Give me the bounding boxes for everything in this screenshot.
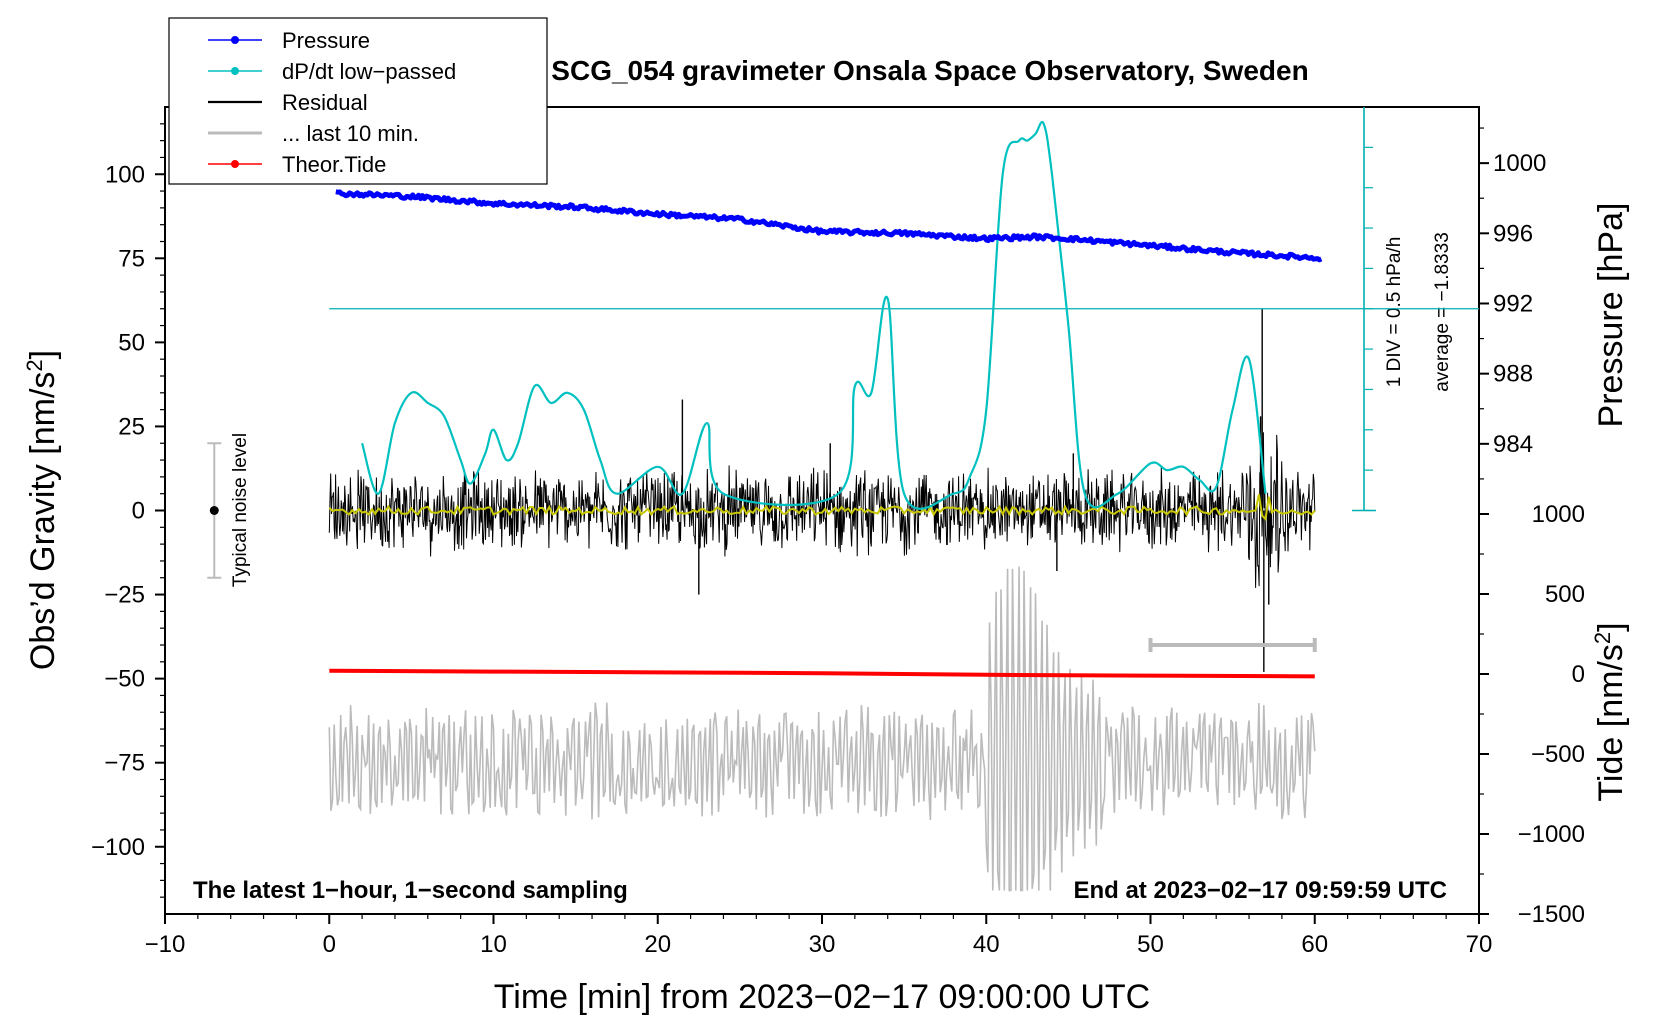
y-tick-label: −100 bbox=[91, 834, 145, 861]
legend-label: ... last 10 min. bbox=[282, 121, 419, 146]
y-tick-label: −75 bbox=[104, 750, 145, 777]
x-tick-label: 50 bbox=[1137, 931, 1164, 958]
y-tick-label: 0 bbox=[132, 498, 145, 525]
series-layer bbox=[328, 107, 1479, 892]
pressure-tick-label: 996 bbox=[1493, 220, 1533, 247]
y-tick-label: −50 bbox=[104, 666, 145, 693]
x-tick-label: 10 bbox=[480, 931, 507, 958]
axes-layer: −10 0 10 20 30 40 50 60 701007550250−25−50−75−10… bbox=[91, 123, 1585, 958]
x-tick-label: 70 bbox=[1466, 931, 1493, 958]
y-tick-label: 100 bbox=[105, 161, 145, 188]
corner-left-label: The latest 1−hour, 1−second sampling bbox=[193, 877, 628, 904]
tide-tick-label: 1000 bbox=[1532, 501, 1585, 528]
dpdt-lowpassed-line bbox=[361, 121, 1267, 510]
x-tick-label: 40 bbox=[973, 931, 1000, 958]
x-axis-title: Time [min] from 2023−02−17 09:00:00 UTC bbox=[494, 978, 1150, 1016]
pressure-line bbox=[335, 189, 1323, 263]
pressure-tick-label: 988 bbox=[1493, 361, 1533, 388]
corner-right-label: End at 2023−02−17 09:59:59 UTC bbox=[1073, 877, 1447, 904]
legend-label: Theor.Tide bbox=[282, 152, 386, 177]
y-tick-label: −25 bbox=[104, 582, 145, 609]
x-tick-label: −10 bbox=[145, 931, 186, 958]
y-axis-title-left: Obs’d Gravity [nm/s2] bbox=[22, 350, 62, 670]
y-axis-title-pressure: Pressure [hPa] bbox=[1592, 203, 1630, 428]
legend-label: dP/dt low−passed bbox=[282, 59, 456, 84]
noise-level-label: Typical noise level bbox=[230, 433, 251, 587]
y-axis-title-tide: Tide [nm/s2] bbox=[1590, 622, 1630, 801]
overlay-layer bbox=[207, 442, 1317, 652]
noise-level-dot bbox=[209, 506, 219, 515]
tide-tick-label: −500 bbox=[1531, 741, 1585, 768]
pressure-tick-label: 992 bbox=[1493, 290, 1533, 317]
legend: Pressure dP/dt low−passed Residual ... last… bbox=[168, 17, 548, 185]
last-10-min-line bbox=[328, 566, 1316, 892]
y-tick-label: 50 bbox=[118, 329, 145, 356]
dpdt-average-label: average = −1.8333 bbox=[1432, 232, 1453, 392]
tide-tick-label: −1500 bbox=[1518, 901, 1585, 928]
x-tick-label: 60 bbox=[1301, 931, 1328, 958]
x-tick-label: 0 bbox=[323, 931, 336, 958]
tide-tick-label: 0 bbox=[1572, 661, 1585, 688]
chart-title: SCG_054 gravimeter Onsala Space Observat… bbox=[551, 55, 1308, 86]
x-tick-label: 20 bbox=[644, 931, 671, 958]
theor-tide-line bbox=[329, 668, 1315, 679]
legend-swatch-marker bbox=[231, 36, 239, 44]
tide-tick-label: 500 bbox=[1545, 581, 1585, 608]
legend-label: Pressure bbox=[282, 28, 370, 53]
pressure-tick-label: 1000 bbox=[1493, 150, 1546, 177]
legend-swatch-marker bbox=[231, 160, 239, 168]
tide-tick-label: −1000 bbox=[1518, 821, 1585, 848]
dpdt-scale-label: 1 DIV = 0.5 hPa/h bbox=[1384, 237, 1405, 388]
x-tick-label: 30 bbox=[809, 931, 836, 958]
residual-smoothed-line bbox=[328, 494, 1316, 522]
y-tick-label: 75 bbox=[118, 245, 145, 272]
legend-swatch-marker bbox=[231, 67, 239, 75]
y-tick-label: 25 bbox=[118, 413, 145, 440]
pressure-tick-label: 984 bbox=[1493, 431, 1533, 458]
legend-label: Residual bbox=[282, 90, 368, 115]
